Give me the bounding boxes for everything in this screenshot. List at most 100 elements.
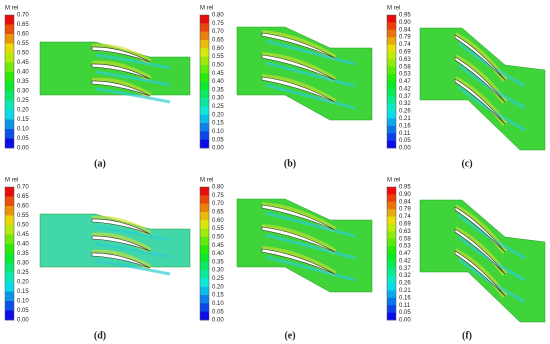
- colorbar-frame: [4, 186, 15, 321]
- contour-band: [265, 211, 356, 238]
- colorbar-tick-label: 0.25: [17, 98, 29, 104]
- colorbar-tick-label: 0.42: [399, 258, 411, 264]
- colorbar-tick-label: 0.95: [399, 185, 411, 191]
- colorbar-tick-label: 0.05: [212, 137, 224, 143]
- colorbar-tick-label: 0.63: [399, 229, 411, 235]
- colorbar-tick-label: 0.55: [17, 213, 29, 219]
- colorbar-segment: [200, 220, 209, 229]
- colorbar-segment: [5, 43, 14, 54]
- blade: [91, 46, 151, 63]
- colorbar-segment: [5, 119, 14, 130]
- colorbar-segment: [200, 261, 209, 271]
- colorbar-tick-label: 0.25: [17, 270, 29, 276]
- colorbar-segment: [5, 91, 14, 101]
- colorbar-segment: [200, 245, 209, 254]
- colorbar-tick-label: 0.45: [212, 71, 224, 77]
- colorbar-segment: [5, 34, 14, 44]
- colorbar-tick-label: 0.90: [399, 192, 411, 198]
- colorbar-tick-label: 0.60: [17, 204, 29, 210]
- colorbar-segment: [200, 286, 209, 296]
- colorbar-tick-label: 0.55: [212, 226, 224, 232]
- blade: [454, 56, 506, 103]
- colorbar-tick-label: 0.84: [399, 199, 411, 205]
- colorbar-tick-label: 0.40: [212, 79, 224, 85]
- colorbar-tick-label: 0.15: [17, 117, 29, 123]
- colorbar-segment: [200, 89, 209, 99]
- colorbar-segment: [387, 246, 396, 254]
- blade: [454, 34, 506, 81]
- colorbar-segment: [387, 305, 396, 313]
- colorbar-tick-label: 0.95: [399, 13, 411, 19]
- colorbar-segment: [200, 278, 209, 288]
- colorbar-tick-label: 0.79: [399, 35, 411, 41]
- colorbar-tick-label: 0.05: [212, 309, 224, 315]
- colorbar-tick-label: 0.05: [17, 308, 29, 314]
- colorbar-tick-label: 0.25: [212, 104, 224, 110]
- colorbar-segment: [387, 297, 396, 306]
- colorbar-segment: [5, 291, 14, 302]
- colorbar-tick-label: 0.55: [17, 41, 29, 47]
- colorbar-segment: [200, 253, 209, 263]
- colorbar-segment: [387, 194, 396, 203]
- colorbar-tick-label: 0.79: [399, 207, 411, 213]
- colorbar-title: M rel: [200, 178, 213, 184]
- colorbar-segment: [387, 231, 396, 240]
- colorbar-segment: [200, 56, 209, 66]
- blade: [261, 54, 336, 81]
- colorbar-tick-label: 0.10: [17, 299, 29, 305]
- colorbar-segment: [200, 106, 209, 116]
- contour-band: [95, 53, 171, 70]
- colorbar-tick-label: 0.15: [17, 289, 29, 295]
- colorbar-segment: [5, 53, 14, 63]
- colorbar-segment: [5, 196, 14, 207]
- colorbar-tick-label: 0.26: [399, 109, 411, 115]
- colorbar-segment: [200, 98, 209, 107]
- colorbar-tick-label: 0.05: [399, 310, 411, 316]
- colorbar-tick-label: 0.63: [399, 57, 411, 63]
- colorbar-segment: [5, 81, 14, 92]
- blade: [91, 63, 151, 80]
- colorbar-tick-label: 0.47: [399, 251, 411, 257]
- colorbar-tick-label: 0.53: [399, 244, 411, 250]
- colorbar-tick-label: 0.55: [212, 54, 224, 60]
- colorbar-segment: [5, 225, 14, 235]
- colorbar-tick-label: 0.84: [399, 27, 411, 33]
- colorbar-tick-label: 0.00: [17, 146, 29, 152]
- colorbar-tick-label: 0.45: [17, 232, 29, 238]
- colorbar-tick-label: 0.15: [212, 121, 224, 127]
- colorbar-segment: [200, 114, 209, 124]
- colorbar-tick-label: 0.90: [399, 20, 411, 26]
- colorbar-tick-label: 0.50: [212, 234, 224, 240]
- blade: [261, 76, 336, 103]
- colorbar-segment: [5, 129, 14, 139]
- colorbar-tick-label: 0.74: [399, 214, 411, 220]
- colorbar-segment: [5, 72, 14, 82]
- colorbar-tick-label: 0.45: [212, 243, 224, 249]
- colorbar-tick-label: 0.11: [399, 303, 411, 309]
- colorbar-segment: [200, 64, 209, 74]
- contour-band: [458, 213, 526, 260]
- blade: [261, 204, 336, 231]
- colorbar-segment: [200, 211, 209, 221]
- flow-domain: [419, 199, 546, 323]
- blade: [454, 206, 506, 253]
- colorbar-tick-label: 0.20: [17, 108, 29, 114]
- colorbar-segment: [387, 140, 396, 149]
- colorbar-segment: [200, 15, 209, 24]
- colorbar-tick-label: 0.60: [17, 32, 29, 38]
- colorbar-segment: [5, 263, 14, 273]
- colorbar-segment: [387, 81, 396, 90]
- colorbar-tick-label: 0.15: [212, 293, 224, 299]
- colorbar-tick-label: 0.30: [17, 261, 29, 267]
- contour-band: [265, 83, 356, 110]
- colorbar-segment: [387, 201, 396, 210]
- colorbar-title: M rel: [5, 6, 18, 12]
- colorbar-segment: [387, 283, 396, 291]
- colorbar-segment: [5, 110, 14, 120]
- colorbar-title: M rel: [387, 6, 400, 12]
- colorbar-title: M rel: [5, 178, 18, 184]
- colorbar-segment: [387, 15, 396, 23]
